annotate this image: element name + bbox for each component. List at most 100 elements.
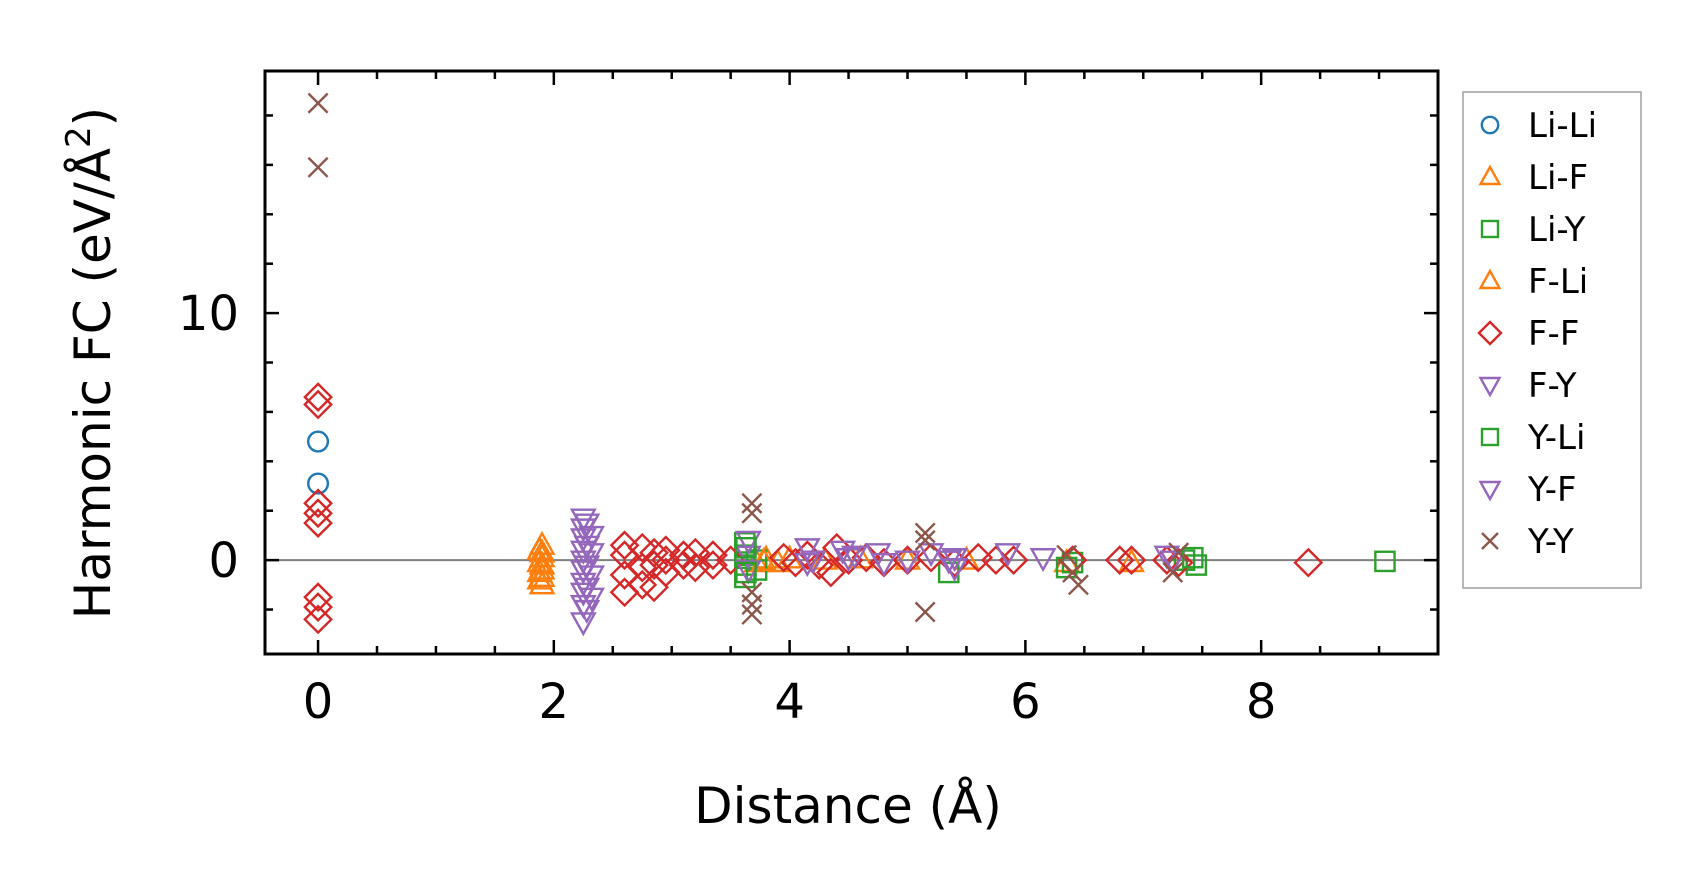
y-axis-label-main: Harmonic FC (eV/Å (64, 148, 122, 619)
point-li-li (307, 472, 330, 495)
point-li-y (1185, 554, 1208, 576)
point-y-f (894, 550, 921, 575)
point-f-f (1163, 547, 1194, 578)
legend-label: Li-Y (1528, 210, 1586, 250)
point-f-y (793, 538, 821, 563)
point-y-f (941, 548, 969, 573)
point-f-y (994, 543, 1022, 568)
point-y-f (573, 599, 601, 624)
point-f-f (1116, 545, 1147, 576)
data-points (303, 92, 1396, 637)
point-f-f (303, 508, 333, 538)
point-f-y (1029, 548, 1057, 573)
point-f-li (894, 545, 921, 570)
legend-marker-y-f (1478, 480, 1502, 502)
series-y-f (573, 513, 1181, 624)
legend-item-y-li: Y-Li (1480, 418, 1585, 458)
legend-label: F-F (1528, 314, 1579, 354)
x-tick-label: 2 (539, 674, 570, 730)
point-y-y (1168, 542, 1190, 564)
point-f-y (734, 560, 762, 585)
y-axis-label: Harmonic FC (eV/Å2) (59, 107, 122, 619)
point-y-y (1056, 544, 1078, 566)
point-f-f (998, 545, 1029, 576)
legend-marker-li-li (1480, 115, 1500, 135)
point-y-f (573, 555, 601, 580)
point-f-li (526, 558, 554, 583)
point-y-f (573, 577, 601, 602)
legend-item-y-f: Y-F (1478, 470, 1577, 510)
point-li-li (307, 430, 330, 453)
legend-label: Li-F (1528, 158, 1588, 198)
legend-item-li-y: Li-Y (1480, 210, 1586, 250)
x-axis-label: Distance (Å) (694, 777, 1002, 835)
legend-label: Y-Li (1527, 418, 1585, 458)
legend-item-li-li: Li-Li (1480, 106, 1597, 146)
point-f-f (698, 540, 728, 571)
legend-label: Y-Y (1527, 522, 1574, 562)
point-f-f (650, 535, 681, 566)
x-tick-label: 4 (774, 674, 805, 730)
point-f-li (526, 548, 554, 573)
legend-item-f-li: F-Li (1478, 262, 1588, 302)
point-f-y (829, 540, 857, 565)
point-f-f (916, 542, 946, 573)
point-f-f (303, 382, 333, 412)
series-li-li (307, 430, 330, 495)
legend-item-li-f: Li-F (1478, 158, 1588, 198)
point-f-y (870, 552, 898, 578)
point-y-f (1153, 545, 1181, 570)
point-y-y (1067, 574, 1089, 596)
point-f-f (303, 498, 333, 529)
point-f-f (303, 488, 333, 519)
point-y-li (735, 561, 757, 584)
legend-marker-f-f (1477, 320, 1503, 346)
point-li-y (1374, 550, 1396, 573)
point-f-f (303, 592, 333, 622)
series-f-li (526, 535, 921, 590)
point-f-li (750, 546, 778, 571)
point-f-y (1159, 550, 1187, 575)
legend-marker-f-li (1478, 268, 1502, 290)
point-f-f (963, 542, 994, 573)
point-y-y (914, 529, 936, 551)
point-f-f (650, 545, 681, 576)
legend-label: F-Li (1528, 262, 1588, 302)
point-f-f (303, 389, 333, 420)
point-f-y (941, 557, 969, 582)
point-f-f (1104, 545, 1135, 576)
point-f-f (303, 582, 333, 613)
legend-marker-li-y (1480, 219, 1500, 239)
point-f-li (526, 565, 554, 590)
point-y-y (914, 522, 936, 544)
y-axis-label-superscript: 2 (59, 126, 99, 148)
plot-area (265, 71, 1438, 654)
point-y-y (741, 502, 763, 524)
point-y-y (1162, 562, 1184, 583)
legend-item-y-y: Y-Y (1481, 522, 1574, 562)
axis-ticks (265, 71, 1440, 654)
x-tick-label: 0 (303, 674, 334, 730)
point-f-f (680, 552, 711, 583)
series-f-f (303, 382, 1324, 635)
point-f-f (1293, 547, 1324, 578)
point-y-y (741, 492, 763, 514)
point-li-f (1118, 548, 1145, 573)
point-f-f (609, 530, 640, 561)
tick-labels: 0 2 4 6 8 0 10 (178, 286, 1277, 730)
point-y-f (799, 550, 827, 575)
point-y-y (1062, 562, 1083, 583)
point-y-f (573, 535, 601, 560)
y-tick-label: 10 (178, 286, 239, 342)
point-y-y (741, 594, 763, 616)
point-f-y (793, 552, 821, 578)
point-f-f (698, 550, 728, 580)
point-f-f (715, 545, 746, 576)
point-f-f (627, 569, 658, 600)
legend-item-f-y: F-Y (1478, 366, 1577, 406)
point-f-y (835, 548, 862, 573)
legend-label: Li-Li (1528, 106, 1597, 146)
legend-item-f-f: F-F (1477, 314, 1579, 354)
point-f-f (680, 537, 711, 568)
